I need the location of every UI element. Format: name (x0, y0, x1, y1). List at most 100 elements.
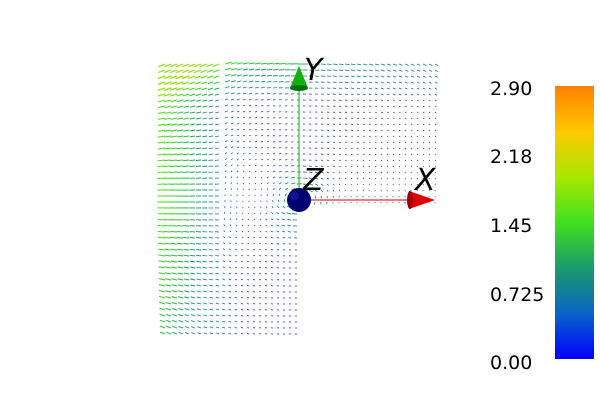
vector-glyph (208, 243, 214, 245)
vector-glyph (183, 278, 190, 281)
vector-glyph (196, 284, 202, 287)
vector-glyph (434, 105, 437, 108)
vector-glyph (362, 129, 365, 132)
vector-glyph (356, 129, 359, 132)
vector-glyph (165, 284, 172, 287)
vector-glyph (215, 249, 220, 251)
vector-glyph (230, 158, 233, 161)
vector-glyph (228, 284, 232, 287)
vector-glyph (254, 62, 261, 65)
vector-glyph (234, 272, 238, 275)
vector-glyph (266, 123, 270, 125)
vector-glyph (228, 290, 232, 293)
vector-glyph (230, 134, 234, 137)
vector-glyph (164, 230, 172, 233)
vector-glyph (326, 165, 329, 168)
vector-glyph (242, 176, 245, 179)
vector-glyph (416, 159, 419, 162)
vector-glyph (266, 74, 272, 77)
vector-glyph (236, 68, 243, 71)
vector-glyph (392, 105, 395, 108)
vector-glyph (272, 170, 276, 173)
vector-glyph (172, 325, 178, 329)
vector-glyph (176, 93, 184, 97)
vector-glyph (254, 68, 261, 71)
vector-glyph (184, 314, 190, 317)
vector-glyph (338, 69, 344, 72)
vector-glyph (398, 129, 401, 132)
vector-glyph (248, 62, 255, 65)
vector-glyph (177, 248, 184, 251)
vector-glyph (278, 182, 282, 185)
vector-glyph (356, 81, 361, 84)
vector-glyph (242, 134, 246, 137)
vector-glyph (169, 81, 178, 85)
vector-glyph (248, 80, 254, 83)
vector-glyph (176, 153, 184, 156)
vector-glyph (392, 63, 397, 66)
vector-glyph (197, 332, 202, 335)
vector-glyph (178, 302, 184, 305)
vector-glyph (277, 205, 280, 209)
vector-glyph (428, 165, 430, 168)
vector-glyph (246, 297, 250, 299)
vector-glyph (416, 147, 419, 150)
vector-glyph (284, 182, 289, 185)
vector-glyph (260, 62, 268, 65)
vector-glyph (195, 147, 202, 150)
vector-glyph (398, 87, 402, 90)
vector-glyph (380, 141, 383, 144)
vector-glyph (157, 93, 166, 97)
vector-glyph (428, 75, 432, 78)
vector-glyph (260, 152, 263, 155)
vector-glyph (428, 141, 431, 144)
vector-glyph (398, 81, 402, 84)
vector-glyph (380, 147, 383, 150)
vector-glyph (380, 81, 385, 84)
vector-glyph (362, 147, 365, 150)
legend-tick-label: 0.725 (490, 284, 545, 306)
vector-glyph (176, 129, 184, 132)
vector-glyph (242, 152, 245, 155)
vector-glyph (260, 93, 265, 95)
vector-glyph (259, 261, 262, 263)
vector-glyph (241, 266, 244, 269)
vector-glyph (175, 81, 184, 85)
vector-glyph (235, 224, 238, 227)
vector-glyph (264, 261, 268, 263)
vector-glyph (326, 141, 330, 143)
vector-glyph (338, 147, 342, 150)
vector-glyph (344, 99, 348, 101)
vector-glyph (163, 81, 172, 85)
vector-glyph (368, 81, 373, 84)
vector-glyph (209, 260, 214, 263)
vector-glyph (247, 236, 250, 239)
vector-glyph (170, 141, 178, 144)
vector-glyph (208, 147, 214, 150)
vector-glyph (350, 69, 356, 72)
vector-glyph (242, 212, 244, 215)
vector-glyph (350, 81, 355, 84)
vector-glyph (196, 111, 202, 114)
vector-glyph (259, 242, 262, 245)
vector-glyph (191, 326, 196, 329)
vector-glyph (247, 291, 250, 293)
vector-glyph (248, 182, 250, 185)
vector-glyph (266, 87, 271, 89)
vector-glyph (228, 272, 232, 275)
vector-glyph (286, 218, 292, 221)
vector-glyph (416, 87, 420, 90)
vector-glyph (380, 93, 384, 96)
vector-glyph (178, 319, 184, 323)
vector-glyph (215, 296, 220, 299)
vector-glyph (159, 331, 166, 335)
vector-glyph (260, 74, 266, 77)
vector-glyph (344, 93, 348, 95)
vector-glyph (356, 123, 360, 126)
vector-glyph (368, 69, 373, 72)
vector-glyph (216, 326, 220, 329)
vector-glyph (392, 141, 395, 144)
vector-glyph (236, 116, 240, 119)
vector-glyph (362, 177, 365, 180)
